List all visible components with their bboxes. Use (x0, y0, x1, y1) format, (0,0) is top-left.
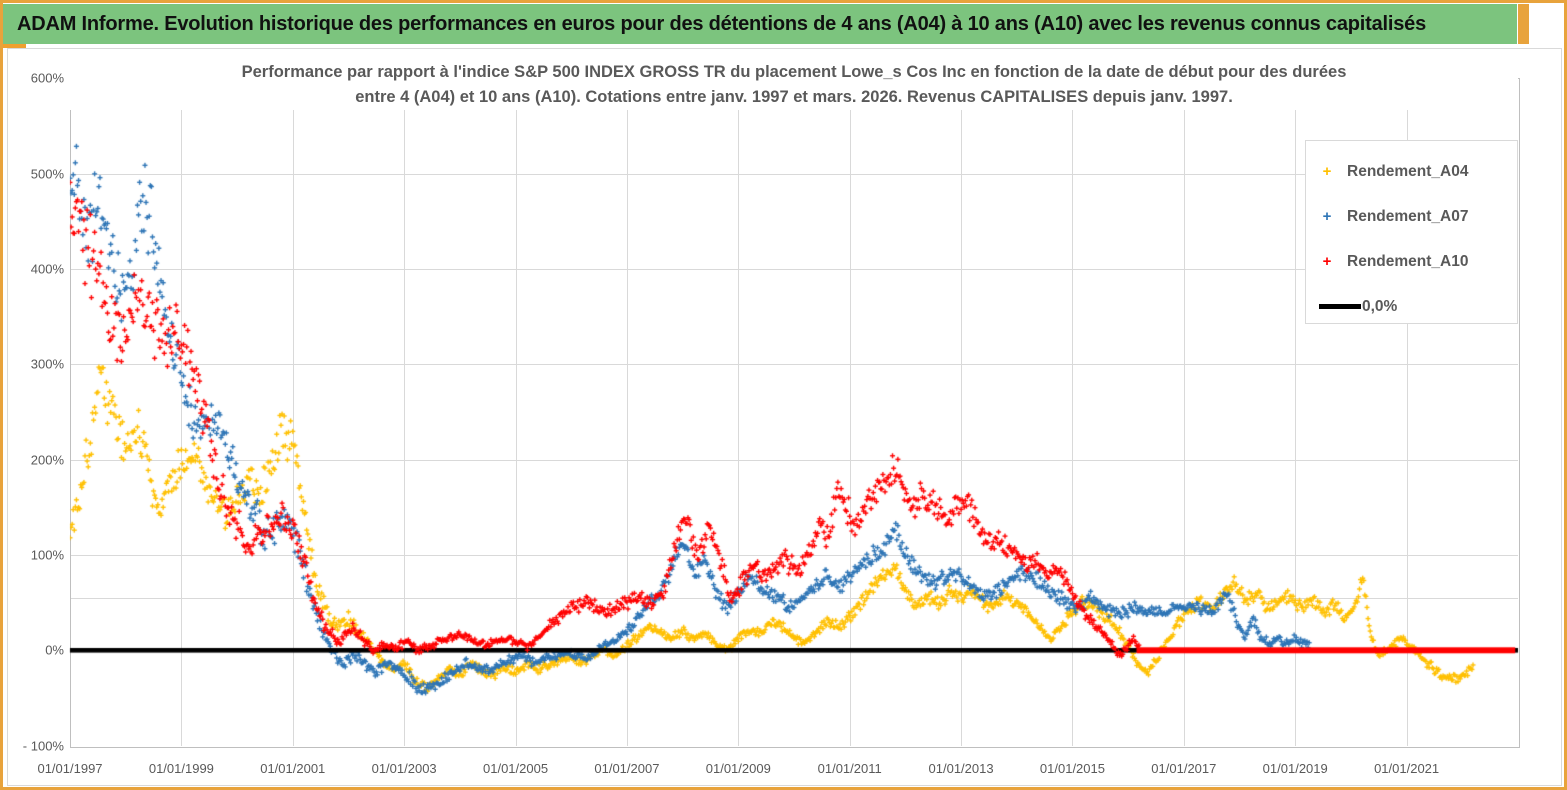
chart-legend[interactable]: + Rendement_A04 + Rendement_A07 + Rendement_A… (1305, 140, 1518, 324)
header-gold-accent (1518, 4, 1529, 44)
legend-item-0-0-[interactable]: 0,0% (1306, 284, 1517, 329)
x-tick-label: 01/01/2003 (371, 760, 437, 776)
x-tick-label: 01/01/1999 (148, 760, 214, 776)
x-tick-label: 01/01/2019 (1262, 760, 1328, 776)
y-tick-label: - 100% (22, 738, 64, 754)
legend-label: Rendement_A07 (1347, 207, 1469, 225)
chart-title-line2: entre 4 (A04) et 10 ans (A10). Cotations… (355, 88, 1233, 106)
y-tick-label: 100% (30, 547, 64, 563)
y-tick-label: 500% (30, 166, 64, 182)
x-tick-label: 01/01/2007 (594, 760, 660, 776)
legend-item-rendement-a07[interactable]: + Rendement_A07 (1306, 194, 1517, 239)
x-tick-label: 01/01/2009 (705, 760, 771, 776)
plus-marker-icon: + (1322, 163, 1332, 180)
line-marker-icon (1319, 304, 1361, 309)
legend-label: 0,0% (1362, 297, 1398, 315)
x-tick-label: 01/01/2017 (1151, 760, 1217, 776)
legend-label: Rendement_A04 (1347, 162, 1469, 180)
header-bar: ADAM Informe. Evolution historique des p… (3, 4, 1517, 44)
x-tick-label: 01/01/1997 (37, 760, 103, 776)
page-title: ADAM Informe. Evolution historique des p… (17, 12, 1426, 35)
plus-marker-icon: + (1322, 208, 1332, 225)
legend-label: Rendement_A10 (1347, 252, 1469, 270)
y-tick-label: 400% (30, 261, 64, 277)
y-tick-label: 0% (45, 642, 64, 658)
header-underline-accent (3, 44, 26, 48)
chart-title-line1: Performance par rapport à l'indice S&P 5… (241, 63, 1347, 81)
x-tick-label: 01/01/2001 (260, 760, 326, 776)
y-tick-label: 600% (30, 70, 64, 86)
y-tick-label: 200% (30, 452, 64, 468)
legend-item-rendement-a04[interactable]: + Rendement_A04 (1306, 149, 1517, 194)
x-tick-label: 01/01/2011 (817, 760, 882, 776)
x-tick-label: 01/01/2013 (928, 760, 994, 776)
x-tick-label: 01/01/2005 (482, 760, 549, 776)
plus-marker-icon: + (1322, 253, 1332, 270)
scatter-plot-canvas[interactable] (8, 49, 1561, 785)
chart-title: Performance par rapport à l'indice S&P 5… (70, 60, 1518, 110)
x-tick-label: 01/01/2015 (1039, 760, 1105, 776)
x-tick-label: 01/01/2021 (1374, 760, 1440, 776)
legend-item-rendement-a10[interactable]: + Rendement_A10 (1306, 239, 1517, 284)
chart-area[interactable]: Performance par rapport à l'indice S&P 5… (7, 48, 1562, 786)
y-tick-label: 300% (30, 356, 64, 372)
